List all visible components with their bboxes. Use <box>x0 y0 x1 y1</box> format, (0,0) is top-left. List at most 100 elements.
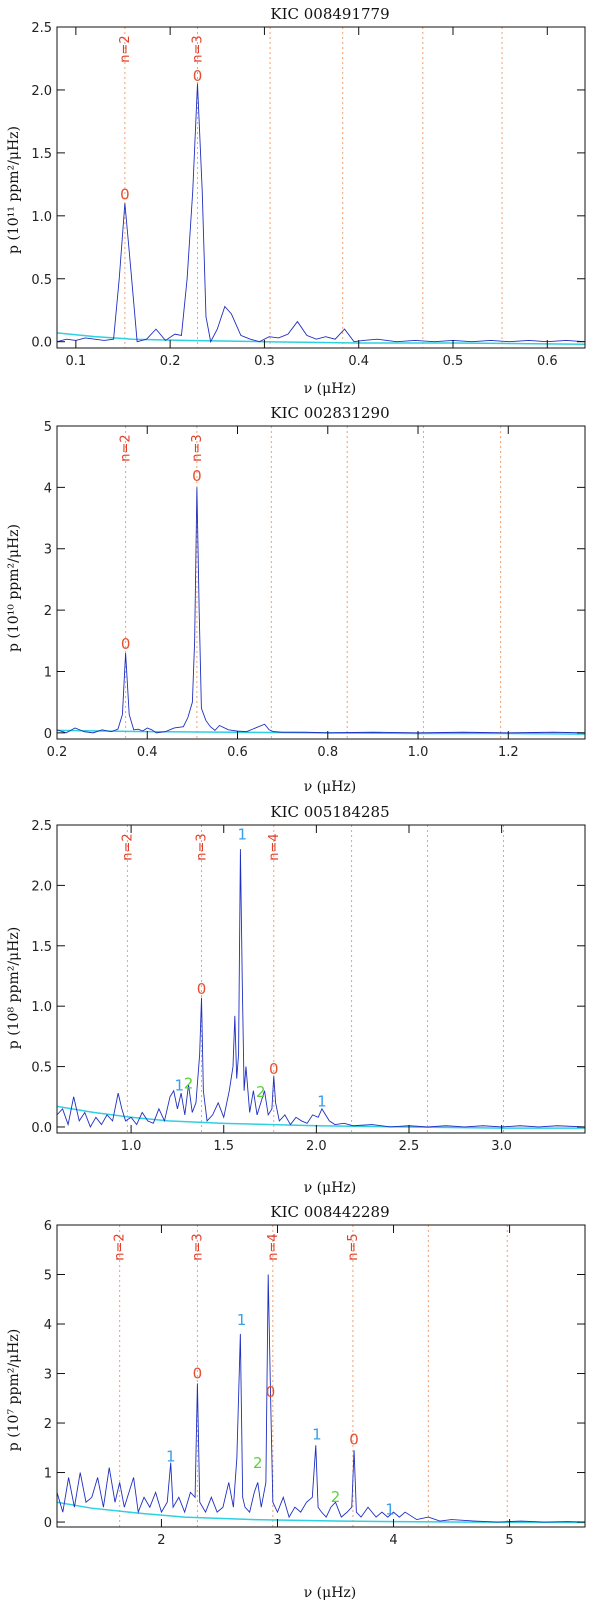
y-tick-label: 2.5 <box>31 819 52 834</box>
order-label: n=2 <box>118 35 133 62</box>
plot-frame <box>56 425 586 740</box>
order-label: n=4 <box>266 1233 281 1260</box>
mode-degree-label: 1 <box>166 1448 176 1466</box>
spectrum-panel-kic-005184285: KIC 005184285 ν (μHz) p (10⁸ ppm²/μHz) 1… <box>6 803 586 1196</box>
mode-degree-label: 1 <box>385 1501 395 1519</box>
y-tick-label: 1.5 <box>31 147 52 162</box>
y-axis-label: p (10⁷ ppm²/μHz) <box>6 1329 22 1451</box>
y-tick-label: 4 <box>44 1318 52 1333</box>
power-spectrum-line <box>57 83 585 344</box>
mode-degree-label: 1 <box>237 825 247 843</box>
background-fit-line <box>57 1501 585 1524</box>
x-tick-label: 4 <box>389 1533 397 1548</box>
y-tick-label: 1 <box>44 1467 52 1482</box>
y-axis-label: p (10¹⁰ ppm²/μHz) <box>6 524 22 652</box>
x-tick-label: 0.4 <box>348 354 369 369</box>
y-tick-label: 6 <box>44 1219 52 1234</box>
mode-degree-label: 0 <box>269 1060 279 1078</box>
y-tick-label: 5 <box>44 420 52 435</box>
y-tick-label: 2.0 <box>31 84 52 99</box>
background-fit-line <box>57 1105 585 1129</box>
power-spectrum-line <box>57 487 585 734</box>
panel-title: KIC 008491779 <box>270 5 389 23</box>
y-tick-label: 1.0 <box>31 1000 52 1015</box>
x-tick-label: 1.0 <box>408 745 429 760</box>
mode-degree-label: 0 <box>349 1430 359 1448</box>
y-tick-label: 3 <box>44 543 52 558</box>
x-tick-label: 0.1 <box>66 354 87 369</box>
y-tick-label: 5 <box>44 1269 52 1284</box>
order-label: n=2 <box>119 434 134 461</box>
mode-degree-label: 2 <box>184 1074 194 1092</box>
y-tick-label: 1 <box>44 665 52 680</box>
mode-degree-label: 1 <box>317 1092 327 1110</box>
y-axis-label: p (10⁸ ppm²/μHz) <box>6 927 22 1049</box>
y-tick-label: 4 <box>44 481 52 496</box>
x-axis-label: ν (μHz) <box>304 381 357 397</box>
x-tick-label: 2.5 <box>399 1139 420 1154</box>
mode-degree-label: 2 <box>331 1488 341 1506</box>
y-tick-label: 3 <box>44 1368 52 1383</box>
order-label: n=3 <box>190 1233 205 1260</box>
mode-degree-label: 0 <box>266 1383 276 1401</box>
x-tick-label: 2.0 <box>306 1139 327 1154</box>
mode-degree-label: 2 <box>253 1454 263 1472</box>
y-tick-label: 1.5 <box>31 940 52 955</box>
mode-degree-label: 0 <box>120 185 130 203</box>
x-tick-label: 0.6 <box>537 354 558 369</box>
x-tick-label: 3.0 <box>491 1139 512 1154</box>
background-fit-line <box>57 332 585 345</box>
mode-degree-label: 1 <box>175 1077 185 1095</box>
x-tick-label: 0.8 <box>317 745 338 760</box>
x-axis-label: ν (μHz) <box>304 1585 357 1601</box>
y-tick-label: 0.0 <box>31 1121 52 1136</box>
order-label: n=2 <box>113 1233 128 1260</box>
mode-degree-label: 0 <box>193 67 203 85</box>
power-spectrum-line <box>57 1274 585 1523</box>
y-tick-label: 0.5 <box>31 273 52 288</box>
plot-frame <box>56 824 586 1134</box>
y-tick-label: 0 <box>44 727 52 742</box>
order-label: n=3 <box>195 833 210 860</box>
x-tick-label: 3 <box>273 1533 281 1548</box>
y-axis-label: p (10¹¹ ppm²/μHz) <box>6 126 22 254</box>
y-tick-label: 0.5 <box>31 1061 52 1076</box>
mode-degree-label: 2 <box>256 1083 266 1101</box>
x-tick-label: 0.6 <box>227 745 248 760</box>
mode-degree-label: 0 <box>121 635 131 653</box>
y-tick-label: 0.0 <box>31 336 52 351</box>
power-spectrum-line <box>57 849 585 1129</box>
x-tick-label: 0.2 <box>160 354 181 369</box>
panel-title: KIC 002831290 <box>270 404 389 422</box>
order-label: n=3 <box>190 35 205 62</box>
mode-degree-label: 1 <box>237 1311 247 1329</box>
y-tick-label: 2 <box>44 1417 52 1432</box>
x-tick-label: 1.5 <box>213 1139 234 1154</box>
x-tick-label: 1.0 <box>121 1139 142 1154</box>
x-tick-label: 1.2 <box>498 745 519 760</box>
order-label: n=3 <box>190 434 205 461</box>
mode-degree-label: 0 <box>193 1364 203 1382</box>
mode-degree-label: 0 <box>192 467 202 485</box>
y-tick-label: 1.0 <box>31 210 52 225</box>
y-tick-label: 2 <box>44 604 52 619</box>
panel-title: KIC 005184285 <box>270 803 389 821</box>
x-tick-label: 0.2 <box>47 745 68 760</box>
panel-title: KIC 008442289 <box>270 1203 389 1221</box>
order-label: n=4 <box>267 833 282 860</box>
plot-frame <box>56 26 586 349</box>
spectrum-panel-kic-002831290: KIC 002831290 ν (μHz) p (10¹⁰ ppm²/μHz) … <box>6 404 586 795</box>
mode-degree-label: 1 <box>312 1425 322 1443</box>
mode-degree-label: 0 <box>197 980 207 998</box>
plot-frame <box>56 1224 586 1528</box>
x-tick-label: 5 <box>505 1533 513 1548</box>
y-tick-label: 2.5 <box>31 21 52 36</box>
x-tick-label: 0.4 <box>137 745 158 760</box>
x-tick-label: 0.5 <box>443 354 464 369</box>
order-label: n=2 <box>120 833 135 860</box>
y-tick-label: 0 <box>44 1516 52 1531</box>
spectrum-panel-kic-008491779: KIC 008491779 ν (μHz) p (10¹¹ ppm²/μHz) … <box>6 5 586 397</box>
y-tick-label: 2.0 <box>31 879 52 894</box>
order-label: n=5 <box>346 1233 361 1260</box>
